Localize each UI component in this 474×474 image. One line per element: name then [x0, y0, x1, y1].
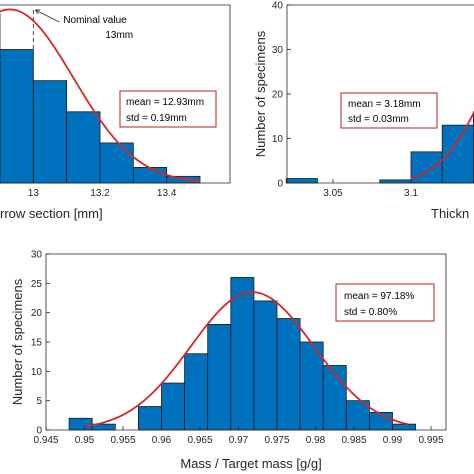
x-axis-label-narrow: rrow section [mm]: [0, 206, 103, 221]
mass-bar-5: [184, 353, 209, 431]
x-axis-label-thickness: Thickn: [431, 206, 469, 221]
mass-bar-9: [276, 318, 301, 431]
fit-curve-thickness: [410, 110, 474, 180]
stats-box-thickness: [340, 92, 438, 129]
thickness-ytick-label-0: 0: [277, 179, 283, 190]
narrow-bar-2: [32, 80, 68, 184]
x-ticks-thickness: 3.05 3.1: [323, 179, 418, 199]
y-ticks-thickness: 0 10 20 30 40: [272, 1, 291, 190]
x-ticks-mass: 0.945 0.95 0.955 0.96 0.965 0.97 0.975 0.98 0.98…: [33, 426, 444, 446]
nominal-value-arrow: [34, 9, 60, 23]
thickness-ytick-label-4: 40: [272, 1, 284, 12]
thickness-ytick-label-1: 10: [272, 134, 284, 145]
mass-bar-3: [137, 406, 162, 431]
bars-mass: [68, 277, 417, 431]
mass-xtick-label-2: 0.955: [110, 435, 135, 446]
fit-curve-mass: [84, 291, 409, 428]
y-ticks-mass: 0 5 10 15 20 25 30: [31, 250, 50, 437]
mass-ytick-label-0: 0: [36, 426, 42, 437]
narrow-bar-1: [0, 49, 34, 184]
mass-bar-11: [322, 365, 347, 431]
stats-mean-narrow: mean = 12.93mm: [126, 97, 204, 108]
mass-xtick-label-9: 0.99: [383, 435, 403, 446]
mass-bar-0: [68, 417, 93, 431]
mass-ytick-label-3: 15: [31, 338, 43, 349]
mass-ytick-label-5: 25: [31, 279, 43, 290]
stats-mean-thickness: mean = 3.18mm: [348, 99, 421, 110]
mass-xtick-label-5: 0.97: [229, 435, 249, 446]
mass-xtick-label-4: 0.965: [187, 435, 212, 446]
narrow-xtick-label-2: 13.4: [157, 188, 177, 199]
chart-mass-ratio: 0 5 10 15 20 25 30 0.945 0.95 0.955 0.96 0.965 0.97…: [10, 250, 447, 471]
stats-box-narrow: [119, 90, 217, 128]
thickness-xtick-label-0: 3.05: [323, 188, 343, 199]
mass-xtick-label-0: 0.945: [33, 435, 58, 446]
mass-ytick-label-2: 10: [31, 367, 43, 378]
axes-narrow: [0, 4, 231, 184]
thickness-bar-0: [285, 178, 318, 184]
narrow-bar-4: [99, 142, 134, 184]
mass-ytick-label-6: 30: [31, 250, 43, 261]
narrow-xtick-label-0: 13: [28, 188, 40, 199]
stats-std-mass: std = 0.80%: [344, 307, 397, 318]
nominal-value-label: Nominal value: [63, 15, 127, 26]
mass-bar-6: [207, 323, 232, 431]
mass-xtick-label-1: 0.95: [75, 435, 95, 446]
thickness-ytick-label-3: 30: [272, 45, 284, 56]
narrow-bar-3: [66, 111, 101, 184]
mass-bar-14: [392, 423, 417, 431]
chart-narrow-section: Nominal value 13mm 13 13.2 13.4 mean = 12.…: [0, 4, 231, 221]
thickness-xtick-label-1: 3.1: [404, 188, 418, 199]
mass-xtick-label-7: 0.98: [306, 435, 326, 446]
mass-bar-4: [161, 382, 186, 431]
y-axis-label-mass: Number of specimens: [10, 278, 25, 405]
mass-ytick-label-4: 20: [31, 308, 43, 319]
mass-xtick-label-6: 0.975: [264, 435, 289, 446]
chart-thickness: 0 10 20 30 40 3.05 3.1 mean = 3.18mm std = 0.…: [253, 1, 474, 221]
mass-bar-7: [230, 277, 255, 431]
thickness-ytick-label-2: 20: [272, 90, 284, 101]
stats-std-narrow: std = 0.19mm: [126, 113, 187, 124]
x-ticks-narrow: 13 13.2 13.4: [28, 179, 177, 199]
x-axis-label-mass: Mass / Target mass [g/g]: [180, 456, 321, 471]
mass-xtick-label-10: 0.995: [418, 435, 443, 446]
narrow-xtick-label-1: 13.2: [90, 188, 110, 199]
thickness-bar-3: [379, 179, 412, 184]
mass-bar-8: [253, 300, 278, 431]
narrow-bar-5: [132, 167, 168, 184]
y-axis-label-thickness: Number of specimens: [253, 30, 268, 157]
nominal-value-sublabel: 13mm: [105, 30, 133, 41]
mass-xtick-label-8: 0.985: [341, 435, 366, 446]
stats-std-thickness: std = 0.03mm: [348, 114, 409, 125]
thickness-bar-4: [410, 151, 443, 184]
mass-ytick-label-1: 5: [36, 396, 42, 407]
stats-mean-mass: mean = 97.18%: [344, 291, 414, 302]
mass-xtick-label-3: 0.96: [152, 435, 172, 446]
stats-box-mass: [335, 283, 435, 322]
